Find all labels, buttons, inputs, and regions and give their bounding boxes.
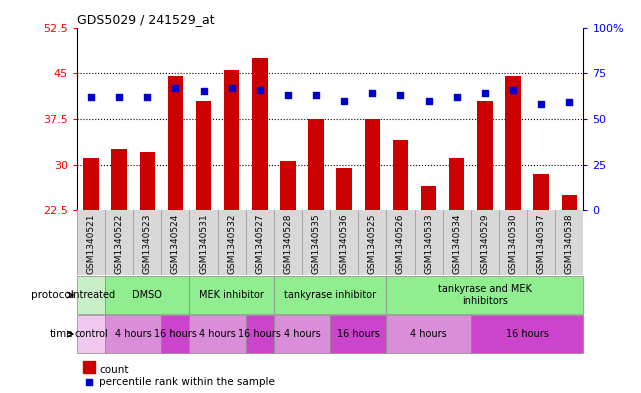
Bar (83, 158, 99, 210)
Bar (162, 315, 190, 353)
Text: GSM1340523: GSM1340523 (143, 213, 152, 274)
Text: 16 hours: 16 hours (154, 329, 197, 339)
Text: GSM1340529: GSM1340529 (480, 213, 489, 274)
Text: GSM1340527: GSM1340527 (255, 213, 264, 274)
Point (254, 86, 265, 93)
Bar (280, 162, 296, 210)
Text: control: control (74, 329, 108, 339)
Text: time: time (50, 329, 74, 339)
Text: GSM1340525: GSM1340525 (368, 213, 377, 274)
Point (564, 99, 574, 106)
Text: 16 hours: 16 hours (337, 329, 379, 339)
Point (479, 90, 490, 96)
Bar (421, 186, 437, 210)
Bar (105, 315, 162, 353)
Text: GSM1340531: GSM1340531 (199, 213, 208, 274)
Bar (77, 276, 105, 314)
Text: protocol: protocol (31, 290, 74, 300)
Point (424, 97, 434, 104)
Bar (393, 140, 408, 210)
Bar (252, 58, 267, 210)
Bar (330, 315, 387, 353)
Point (171, 84, 181, 91)
Text: GDS5029 / 241529_at: GDS5029 / 241529_at (77, 13, 215, 26)
Text: GSM1340530: GSM1340530 (508, 213, 517, 274)
Text: 16 hours: 16 hours (238, 329, 281, 339)
Text: GSM1340521: GSM1340521 (87, 213, 96, 274)
Point (311, 92, 321, 98)
Point (142, 94, 153, 100)
Bar (449, 158, 465, 210)
Point (367, 90, 378, 96)
Text: tankyrase inhibitor: tankyrase inhibitor (284, 290, 376, 300)
Text: GSM1340537: GSM1340537 (537, 213, 545, 274)
Bar (477, 101, 492, 210)
Text: GSM1340532: GSM1340532 (227, 213, 236, 274)
Text: percentile rank within the sample: percentile rank within the sample (99, 377, 275, 387)
Bar (224, 70, 239, 210)
Point (536, 101, 546, 107)
Text: GSM1340538: GSM1340538 (565, 213, 574, 274)
Bar (308, 119, 324, 210)
Text: 4 hours: 4 hours (410, 329, 447, 339)
Point (226, 84, 237, 91)
Point (339, 97, 349, 104)
Bar (387, 315, 470, 353)
Bar (105, 276, 190, 314)
Bar (505, 76, 520, 210)
Bar (168, 76, 183, 210)
Bar (196, 101, 212, 210)
Text: GSM1340533: GSM1340533 (424, 213, 433, 274)
Text: DMSO: DMSO (132, 290, 162, 300)
Bar (190, 276, 274, 314)
Text: 4 hours: 4 hours (283, 329, 320, 339)
Bar (274, 276, 387, 314)
Bar (274, 315, 330, 353)
Bar (83, 362, 95, 373)
Text: GSM1340534: GSM1340534 (452, 213, 462, 274)
Text: MEK inhibitor: MEK inhibitor (199, 290, 264, 300)
Bar (337, 167, 352, 210)
Text: untreated: untreated (67, 290, 115, 300)
Point (86, 94, 96, 100)
Point (508, 86, 518, 93)
Text: GSM1340526: GSM1340526 (396, 213, 405, 274)
Text: GSM1340528: GSM1340528 (283, 213, 292, 274)
Bar (365, 119, 380, 210)
Text: GSM1340535: GSM1340535 (312, 213, 320, 274)
Bar (77, 315, 105, 353)
Bar (246, 315, 274, 353)
Bar (470, 315, 583, 353)
Bar (190, 315, 246, 353)
Bar (112, 149, 127, 210)
Text: GSM1340524: GSM1340524 (171, 213, 180, 274)
Bar (387, 276, 583, 314)
Text: 4 hours: 4 hours (199, 329, 236, 339)
Point (283, 92, 293, 98)
Point (114, 94, 124, 100)
Text: GSM1340522: GSM1340522 (115, 213, 124, 274)
Text: tankyrase and MEK
inhibitors: tankyrase and MEK inhibitors (438, 284, 532, 306)
Point (395, 92, 406, 98)
Text: 16 hours: 16 hours (506, 329, 549, 339)
Bar (533, 174, 549, 210)
Text: GSM1340536: GSM1340536 (340, 213, 349, 274)
Text: 4 hours: 4 hours (115, 329, 151, 339)
Bar (140, 152, 155, 210)
Point (452, 94, 462, 100)
Text: count: count (99, 365, 129, 375)
Point (199, 88, 209, 95)
Bar (562, 195, 577, 210)
